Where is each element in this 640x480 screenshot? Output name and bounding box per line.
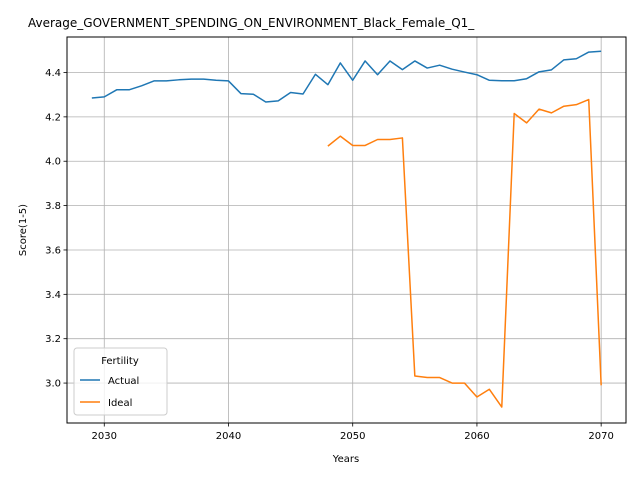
- y-tick-label: 4.2: [45, 112, 61, 123]
- x-tick-label: 2040: [216, 431, 241, 442]
- chart-title: Average_GOVERNMENT_SPENDING_ON_ENVIRONME…: [28, 16, 475, 30]
- x-axis-label: Years: [332, 454, 359, 465]
- y-tick-label: 3.4: [45, 290, 61, 301]
- y-tick-label: 3.8: [45, 201, 61, 212]
- legend-label-ideal: Ideal: [108, 398, 132, 409]
- plot-frame: [66, 36, 627, 424]
- legend: Fertility Actual Ideal: [73, 347, 168, 416]
- y-tick-label: 3.0: [45, 379, 61, 390]
- x-tick-label: 2070: [588, 431, 613, 442]
- legend-box: [73, 347, 168, 416]
- y-axis: 3.0 3.2 3.4 3.6 3.8 4.0 4.2 4.4: [45, 68, 67, 390]
- legend-label-actual: Actual: [108, 376, 139, 387]
- series-layer: [91, 50, 602, 408]
- y-tick-label: 4.4: [45, 68, 61, 79]
- y-axis-label: Score(1-5): [18, 204, 29, 256]
- series-line-actual: [91, 50, 602, 103]
- y-tick-label: 4.0: [45, 157, 61, 168]
- x-tick-label: 2050: [340, 431, 365, 442]
- legend-title: Fertility: [101, 356, 139, 367]
- x-tick-label: 2060: [464, 431, 489, 442]
- x-axis: 2030 2040 2050 2060 2070: [92, 423, 614, 442]
- series-line-ideal: [327, 98, 602, 408]
- x-tick-label: 2030: [92, 431, 117, 442]
- grid-lines: [67, 37, 626, 423]
- y-tick-label: 3.2: [45, 334, 61, 345]
- y-tick-label: 3.6: [45, 245, 61, 256]
